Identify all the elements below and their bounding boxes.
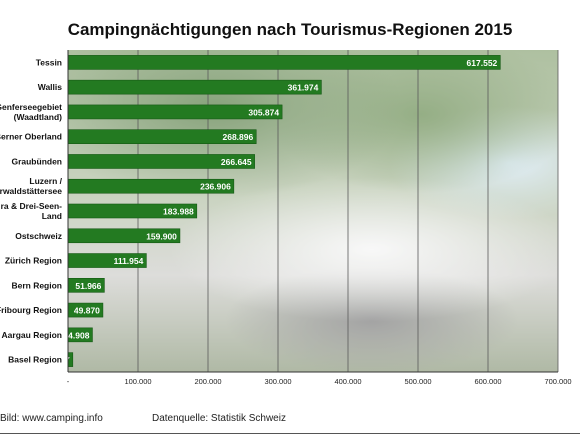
- divider: [0, 433, 580, 434]
- category-label: Berner Oberland: [0, 132, 62, 142]
- category-label: Jura & Drei-Seen-Land: [0, 201, 62, 221]
- bar: [67, 79, 322, 95]
- bar-value-label: 617.552: [467, 58, 498, 68]
- category-label: Wallis: [38, 82, 63, 92]
- category-label: Basel Region: [8, 355, 62, 365]
- bar-value-label: 49.870: [74, 306, 100, 316]
- category-label: Fribourg Region: [0, 305, 62, 315]
- data-source: Datenquelle: Statistik Schweiz: [152, 413, 286, 424]
- x-tick-label: 300.000: [264, 377, 291, 386]
- x-tick-label: 500.000: [404, 377, 431, 386]
- bar-value-label: 183.988: [163, 207, 194, 217]
- bar-value-label: 236.906: [200, 182, 231, 192]
- image-credit: Bild: www.camping.info: [0, 413, 103, 424]
- footer: Bild: www.camping.info Datenquelle: Stat…: [0, 413, 580, 429]
- chart-title: Campingnächtigungen nach Tourismus-Regio…: [67, 20, 513, 39]
- bar-value-label: 6.847: [49, 355, 71, 365]
- bar-value-label: 34.908: [63, 330, 89, 340]
- x-tick-label: 400.000: [334, 377, 361, 386]
- x-tick-label: 700.000: [544, 377, 571, 386]
- bar-value-label: 268.896: [222, 132, 253, 142]
- bar-value-label: 111.954: [114, 256, 144, 266]
- bar-value-label: 361.974: [288, 83, 319, 93]
- bar-value-label: 266.645: [221, 157, 252, 167]
- x-tick-label: 100.000: [124, 377, 151, 386]
- category-label: Aargau Region: [2, 330, 62, 340]
- bar-chart: - 100.000 200.000 300.000 400.000 500.000 600.…: [0, 50, 572, 386]
- x-tick-label: -: [67, 377, 70, 386]
- category-label: Genferseegebiet (Waadtland): [0, 102, 62, 122]
- category-label: Luzern /Vierwaldstättersee: [0, 176, 63, 196]
- x-tick-label: 600.000: [474, 377, 501, 386]
- category-label: Bern Region: [11, 280, 62, 290]
- x-tick-label: 200.000: [194, 377, 221, 386]
- bar: [67, 55, 501, 70]
- bar-value-label: 305.874: [248, 107, 279, 117]
- category-label: Zürich Region: [5, 256, 62, 266]
- bar-value-label: 159.900: [146, 231, 177, 241]
- category-label: Graubünden: [11, 156, 62, 166]
- category-label: Tessin: [36, 57, 62, 67]
- bar-value-label: 51.966: [75, 281, 101, 291]
- category-label: Ostschweiz: [15, 231, 62, 241]
